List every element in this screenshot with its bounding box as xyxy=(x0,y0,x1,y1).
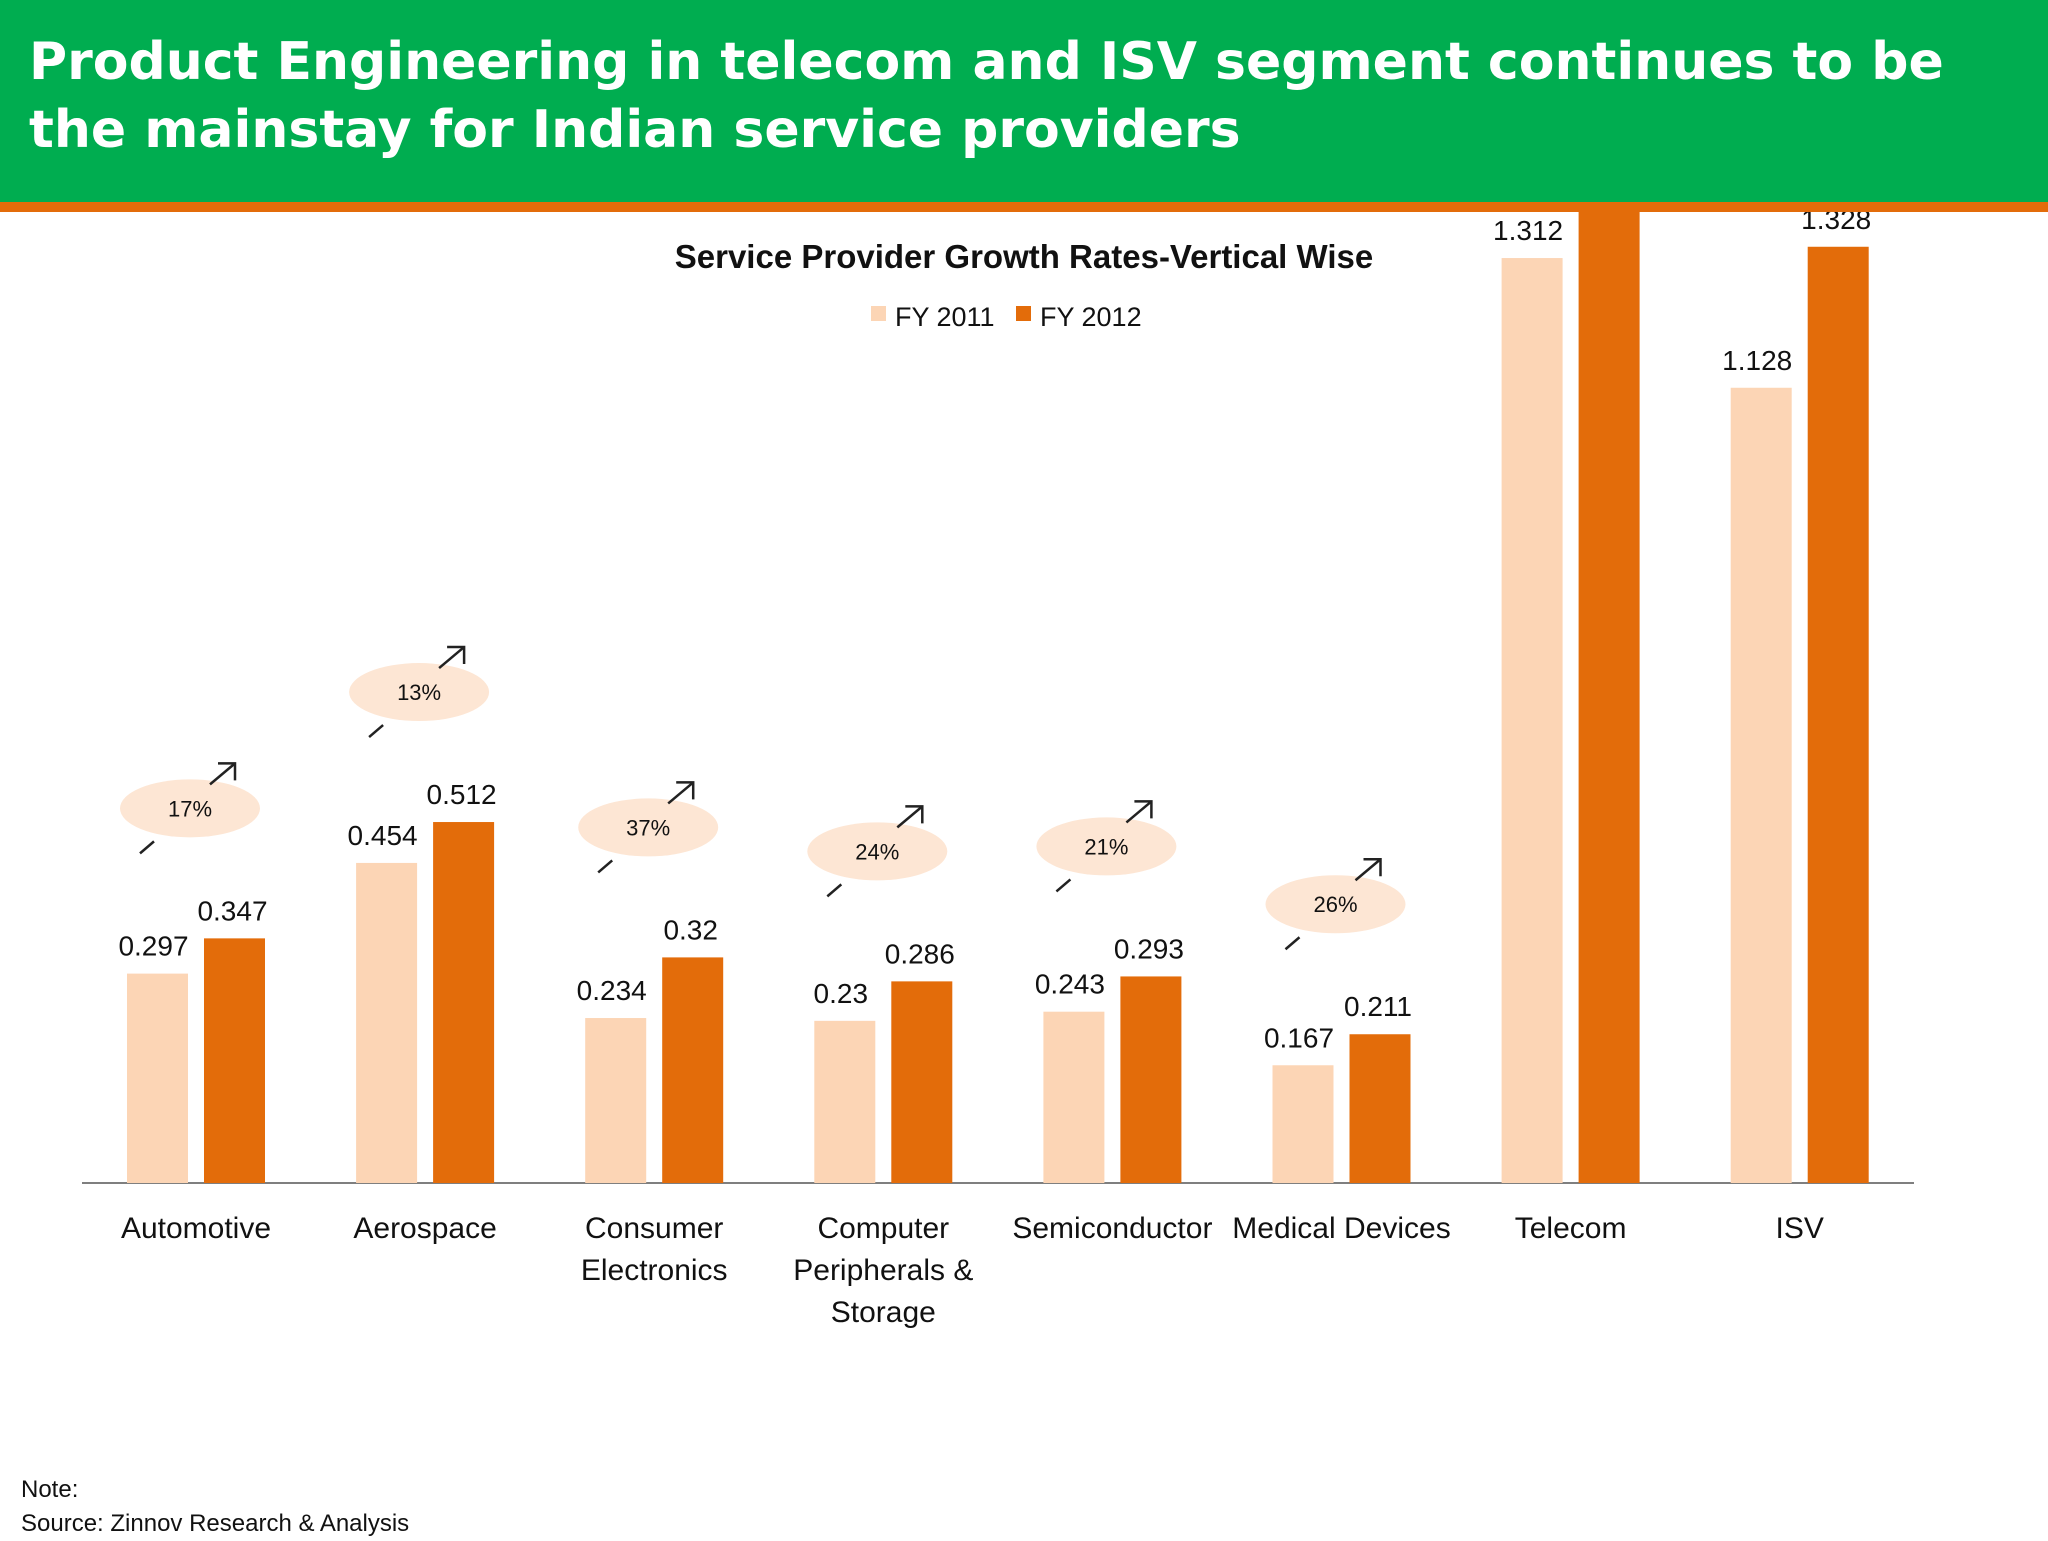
growth-rate-label: 13% xyxy=(397,680,441,705)
data-label-fy2011: 0.167 xyxy=(1264,1022,1334,1053)
growth-arrow-head xyxy=(1134,800,1153,819)
bar-fy2012 xyxy=(1349,1034,1411,1183)
data-label-fy2012: 0.211 xyxy=(1344,991,1412,1022)
category-label: Consumer Electronics xyxy=(581,1212,728,1287)
bar-fy2012 xyxy=(662,957,724,1183)
growth-arrow-tail xyxy=(826,883,843,898)
legend-label-fy2012: FY 2012 xyxy=(1040,302,1142,332)
title-banner xyxy=(0,0,2048,202)
chart-title: Service Provider Growth Rates-Vertical W… xyxy=(675,238,1374,275)
growth-bubble xyxy=(1265,875,1406,934)
growth-bubble xyxy=(120,779,260,838)
bar-fy2011 xyxy=(356,862,418,1183)
growth-arrow-tail xyxy=(597,859,614,874)
growth-bubble xyxy=(1036,817,1177,876)
category-label: Computer Peripherals & Storage xyxy=(793,1212,973,1329)
bar-fy2011 xyxy=(1730,387,1792,1183)
data-label-fy2011: 0.243 xyxy=(1035,969,1105,1000)
growth-arrow-tail xyxy=(1055,878,1072,893)
legend-swatch-fy2012 xyxy=(1016,306,1031,321)
bar-fy2011 xyxy=(585,1018,647,1183)
bar-fy2011 xyxy=(1043,1011,1105,1183)
growth-arrow-shaft xyxy=(1125,800,1153,824)
data-label-fy2012: 0.512 xyxy=(427,779,497,810)
bar-fy2011 xyxy=(814,1020,876,1183)
growth-arrow-tail xyxy=(368,724,384,738)
growth-arrow-head xyxy=(1363,857,1382,877)
growth-rate-label: 37% xyxy=(626,815,670,840)
growth-bubble xyxy=(807,822,948,881)
category-label: Aerospace xyxy=(353,1212,496,1245)
growth-arrow-head xyxy=(447,645,466,665)
category-label: Telecom xyxy=(1515,1212,1627,1245)
growth-bubble xyxy=(578,798,719,857)
growth-arrow-shaft xyxy=(896,805,924,829)
bar-fy2011 xyxy=(1272,1065,1334,1183)
source-text: Source: Zinnov Research & Analysis xyxy=(21,1510,410,1537)
growth-bubble xyxy=(349,663,490,722)
growth-rate-chart: Service Provider Growth Rates-Vertical W… xyxy=(82,212,1914,1329)
data-label-fy2011: 0.23 xyxy=(814,978,869,1009)
growth-arrow-shaft xyxy=(1354,858,1382,882)
note-block: Note: Source: Zinnov Research & Analysis xyxy=(21,1473,409,1541)
category-label: Automotive xyxy=(121,1212,271,1245)
legend-swatch-fy2011 xyxy=(871,306,886,321)
note-label: Note: xyxy=(21,1476,79,1503)
legend-label-fy2011: FY 2011 xyxy=(895,302,995,332)
growth-arrow-tail xyxy=(1284,936,1301,951)
data-label-fy2012: 1.328 xyxy=(1801,212,1871,235)
growth-arrow-shaft xyxy=(209,762,236,786)
growth-rate-label: 17% xyxy=(168,796,212,821)
bar-fy2012 xyxy=(1807,246,1869,1183)
bar-fy2011 xyxy=(1501,258,1563,1183)
data-label-fy2011: 0.234 xyxy=(577,975,647,1006)
growth-arrow-tail xyxy=(139,840,155,855)
category-label: Semiconductor xyxy=(1012,1212,1212,1245)
data-label-fy2011: 1.312 xyxy=(1493,215,1563,246)
bar-fy2012 xyxy=(891,981,953,1183)
data-label-fy2012: 0.347 xyxy=(197,895,267,926)
growth-arrow-shaft xyxy=(438,646,465,669)
growth-rate-label: 24% xyxy=(855,839,899,864)
slide-title: Product Engineering in telecom and ISV s… xyxy=(29,32,1944,160)
category-label: ISV xyxy=(1776,1212,1824,1245)
data-label-fy2011: 1.128 xyxy=(1722,345,1792,376)
data-label-fy2012: 0.286 xyxy=(885,938,955,969)
bar-fy2012 xyxy=(204,938,265,1183)
growth-arrow-head xyxy=(218,762,237,781)
growth-arrow-head xyxy=(905,805,924,824)
data-label-fy2012: 0.293 xyxy=(1114,933,1184,964)
category-label: Medical Devices xyxy=(1232,1212,1450,1245)
bar-fy2012 xyxy=(1578,212,1640,1183)
bar-fy2012 xyxy=(433,822,495,1183)
growth-rate-label: 21% xyxy=(1084,834,1128,859)
growth-rate-label: 26% xyxy=(1313,892,1357,917)
growth-arrow-shaft xyxy=(667,781,695,805)
data-label-fy2011: 0.454 xyxy=(348,820,418,851)
data-label-fy2011: 0.297 xyxy=(118,931,188,962)
data-label-fy2012: 0.32 xyxy=(663,914,718,945)
bar-fy2012 xyxy=(1120,976,1182,1183)
growth-arrow-head xyxy=(676,781,695,800)
bar-fy2011 xyxy=(127,973,188,1183)
banner-accent-rule xyxy=(0,202,2048,212)
